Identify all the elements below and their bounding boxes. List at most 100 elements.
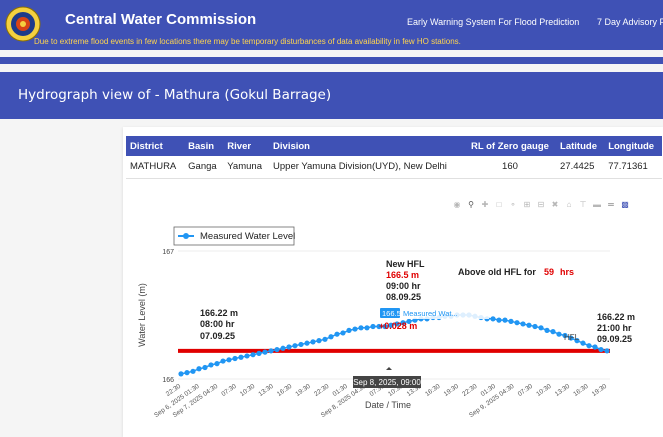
data-point[interactable] (208, 362, 214, 368)
x-tick-label: 07:30 (517, 383, 535, 398)
data-point[interactable] (220, 358, 226, 364)
data-point[interactable] (286, 344, 292, 350)
zoom-icon[interactable]: ⚲ (468, 200, 474, 209)
hover-closest-icon[interactable]: ▬ (593, 200, 601, 209)
hover-compare-icon[interactable]: ═ (608, 200, 614, 209)
data-point[interactable] (214, 361, 220, 367)
data-point[interactable] (334, 331, 340, 337)
col-division: Division (269, 136, 464, 156)
cell-latitude: 27.4425 (556, 156, 605, 179)
data-point[interactable] (406, 318, 412, 324)
pan-icon[interactable]: ✚ (481, 200, 489, 209)
table-row: MATHURA Ganga Yamuna Upper Yamuna Divisi… (126, 156, 662, 179)
data-point[interactable] (328, 334, 334, 340)
data-point[interactable] (376, 323, 382, 330)
data-point[interactable] (508, 318, 514, 324)
data-point[interactable] (388, 322, 394, 328)
data-point[interactable] (352, 326, 358, 332)
nav-7-day-advisory[interactable]: 7 Day Advisory Floo (597, 17, 663, 27)
cell-district: MATHURA (126, 156, 185, 179)
data-point[interactable] (340, 330, 346, 336)
legend-label: Measured Water Level (200, 231, 295, 242)
data-point[interactable] (514, 320, 520, 326)
col-basin: Basin (184, 136, 224, 156)
marquee-notice: Due to extreme flood events in few locat… (34, 37, 461, 46)
data-point[interactable] (184, 370, 190, 376)
data-point[interactable] (592, 344, 598, 350)
data-point[interactable] (280, 345, 286, 351)
data-point[interactable] (580, 340, 586, 346)
col-river: River (223, 136, 270, 156)
data-point[interactable] (274, 346, 280, 353)
data-point[interactable] (550, 329, 556, 335)
data-point[interactable] (244, 353, 250, 359)
plotly-logo-icon[interactable]: ▩ (621, 200, 629, 209)
data-point[interactable] (520, 321, 526, 327)
data-point[interactable] (238, 354, 244, 360)
data-point[interactable] (532, 323, 538, 330)
data-point[interactable] (202, 364, 208, 371)
data-point[interactable] (298, 341, 304, 348)
zoom-in-icon[interactable]: ⊞ (523, 200, 531, 209)
legend[interactable]: Measured Water Level (173, 226, 295, 246)
data-point[interactable] (250, 352, 256, 358)
data-point[interactable] (268, 348, 274, 354)
data-point[interactable] (382, 323, 388, 330)
data-point[interactable] (562, 332, 568, 339)
data-point[interactable] (190, 368, 196, 374)
data-point[interactable] (262, 349, 268, 355)
data-point[interactable] (568, 335, 574, 341)
data-point[interactable] (232, 355, 238, 362)
secondary-strip (0, 57, 663, 64)
x-tick-label: 10:30 (239, 383, 257, 398)
hover-tooltip: 166.5 Measured Wat... (379, 307, 489, 319)
data-point[interactable] (526, 322, 532, 328)
data-point[interactable] (502, 317, 508, 323)
data-point[interactable] (544, 327, 550, 333)
data-point[interactable] (394, 321, 400, 327)
annotation-start: 166.22 m 08:00 hr 07.09.25 (200, 308, 238, 341)
lasso-icon[interactable]: ⚬ (509, 200, 517, 209)
camera-icon[interactable]: ◉ (453, 200, 461, 209)
org-name[interactable]: Central Water Commission (65, 11, 257, 28)
data-point[interactable] (316, 338, 322, 344)
data-point[interactable] (304, 340, 310, 346)
data-point[interactable] (604, 348, 610, 354)
data-point[interactable] (364, 325, 370, 331)
cell-division: Upper Yamuna Division(UYD), New Delhi (269, 156, 464, 179)
autoscale-icon[interactable]: ✖ (551, 200, 559, 209)
spike-lines-icon[interactable]: ⊤ (579, 200, 587, 209)
data-point[interactable] (292, 343, 298, 349)
data-point[interactable] (358, 325, 364, 331)
data-point[interactable] (496, 317, 502, 323)
data-point[interactable] (256, 350, 262, 356)
cell-river: Yamuna (223, 156, 270, 179)
col-longitude: Longitude (604, 136, 662, 156)
above-old-text: Above old HFL for (458, 267, 536, 277)
data-point[interactable] (490, 316, 496, 322)
data-point[interactable] (556, 331, 562, 337)
data-point[interactable] (574, 338, 580, 344)
data-point[interactable] (586, 343, 592, 349)
zoom-out-icon[interactable]: ⊟ (537, 200, 545, 209)
cwc-logo[interactable] (5, 6, 41, 42)
reset-axes-icon[interactable]: ⌂ (566, 200, 572, 209)
data-point[interactable] (226, 357, 232, 363)
data-point[interactable] (346, 327, 352, 333)
data-point[interactable] (598, 346, 604, 353)
tooltip-series: Measured Wat... (403, 309, 458, 318)
box-select-icon[interactable]: □ (496, 200, 502, 209)
y-axis-title: Water Level (m) (137, 283, 147, 347)
data-point[interactable] (310, 339, 316, 345)
nav-early-warning[interactable]: Early Warning System For Flood Predictio… (407, 17, 580, 27)
col-district: District (126, 136, 185, 156)
data-point[interactable] (400, 320, 406, 326)
data-point[interactable] (196, 366, 202, 372)
data-point[interactable] (538, 325, 544, 331)
hydrograph-card: District Basin River Division RL of Zero… (123, 127, 663, 437)
data-point[interactable] (178, 371, 184, 377)
data-point[interactable] (322, 336, 328, 342)
data-point[interactable] (370, 323, 376, 330)
chart-modebar: ◉ ⚲ ✚ □ ⚬ ⊞ ⊟ ✖ ⌂ ⊤ ▬ ═ ▩ (453, 199, 629, 211)
